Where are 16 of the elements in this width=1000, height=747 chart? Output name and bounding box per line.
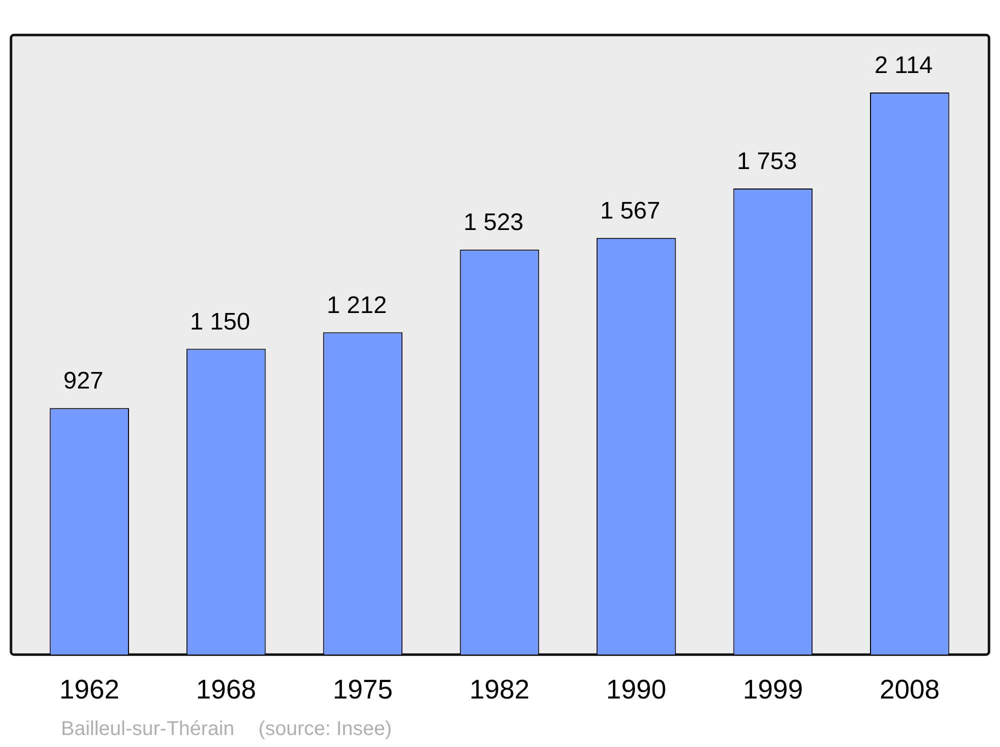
data-label: 1 150 — [190, 308, 250, 336]
data-label: 2 114 — [874, 52, 933, 80]
x-tick-label: 2008 — [880, 674, 940, 704]
x-tick-label: 1968 — [196, 674, 256, 704]
data-label: 1 567 — [600, 198, 660, 225]
x-tick-label: 1975 — [332, 674, 393, 704]
x-tick-label: 1990 — [606, 674, 666, 704]
x-tick-label: 1982 — [469, 674, 530, 704]
data-label: 1 753 — [736, 148, 797, 176]
data-label: 1 523 — [463, 209, 524, 236]
data-label: 1 212 — [326, 292, 387, 319]
data-label: 927 — [63, 368, 104, 395]
text: (source: Insee) — [258, 718, 392, 740]
x-tick-label: 1999 — [742, 674, 803, 704]
text: Bailleul-sur-Thérain — [61, 718, 234, 740]
x-tick-label: 1962 — [59, 674, 120, 704]
